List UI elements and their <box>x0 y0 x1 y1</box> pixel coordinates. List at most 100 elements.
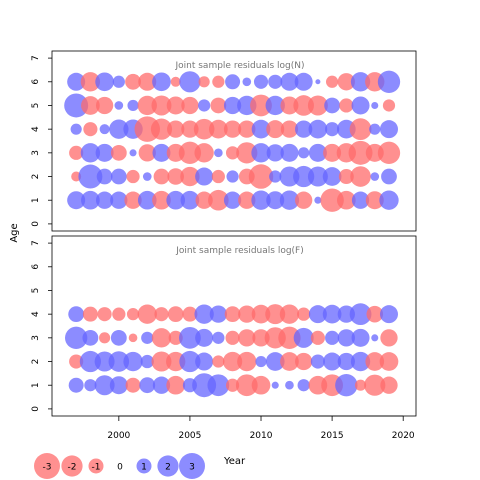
x-tick-label: 2010 <box>250 431 273 441</box>
residual-point <box>207 374 230 397</box>
legend-swatch <box>34 453 60 479</box>
residual-point <box>310 354 325 369</box>
legend-item: -3 <box>34 453 60 479</box>
legend-item: 1 <box>136 458 152 474</box>
residual-point <box>127 99 139 112</box>
residual-point <box>269 170 282 183</box>
residual-point <box>266 144 284 162</box>
residual-point <box>280 72 299 91</box>
legend-label: -1 <box>92 463 101 473</box>
x-axis: 2000 2005 2010 2015 2020 <box>107 415 415 441</box>
residual-point <box>238 305 256 323</box>
residual-point <box>251 119 271 139</box>
residual-point <box>108 351 130 372</box>
residual-point <box>151 351 172 372</box>
residual-point <box>242 77 252 87</box>
residual-point <box>271 381 279 389</box>
residual-point <box>251 304 271 324</box>
residual-point <box>110 191 128 209</box>
legend: -3 -2 -1 0 1 2 3 <box>34 453 205 479</box>
residual-point <box>154 307 169 322</box>
residual-point <box>193 118 215 140</box>
residual-point <box>381 168 397 185</box>
y-tick-label: 1 <box>31 382 41 388</box>
residual-point <box>166 96 185 115</box>
residual-point <box>110 168 127 185</box>
residual-point <box>293 95 314 116</box>
residual-point <box>223 96 242 115</box>
residual-point <box>379 352 399 371</box>
residual-point <box>151 95 172 116</box>
legend-item: 2 <box>157 455 179 477</box>
residual-point <box>285 380 294 390</box>
residual-point <box>265 304 286 325</box>
residual-point <box>371 101 379 110</box>
residual-point <box>167 168 184 185</box>
residual-point <box>110 329 127 346</box>
residual-point <box>182 306 198 322</box>
residual-point <box>308 305 327 324</box>
residual-point <box>150 118 173 140</box>
residual-point <box>350 166 371 187</box>
residual-point <box>114 101 124 110</box>
residual-point <box>96 168 113 185</box>
residual-point <box>365 352 385 371</box>
residual-point <box>297 307 311 321</box>
residual-point <box>137 304 157 324</box>
legend-label: -3 <box>43 463 52 473</box>
residual-point <box>297 379 310 392</box>
legend-swatch <box>157 455 179 477</box>
residual-point <box>265 352 285 371</box>
residual-point <box>294 72 313 91</box>
residual-point <box>255 355 267 368</box>
residual-point <box>125 377 141 393</box>
residual-point <box>225 330 240 345</box>
panel-title: Joint sample residuals log(N) <box>174 61 304 71</box>
y-tick-label: 3 <box>31 150 41 156</box>
y-tick-label: 2 <box>31 174 41 180</box>
residual-point <box>280 96 299 115</box>
residual-point <box>124 191 142 209</box>
residual-point <box>308 143 327 162</box>
residual-point <box>295 120 313 138</box>
residual-point <box>278 326 301 350</box>
y-tick-label: 5 <box>31 288 41 294</box>
residual-point <box>180 166 200 187</box>
residual-point <box>325 330 340 345</box>
residual-point <box>210 97 227 114</box>
x-tick-label: 2015 <box>321 431 344 441</box>
residual-point <box>365 191 384 210</box>
residual-point <box>351 191 370 209</box>
residual-point <box>380 329 398 347</box>
residual-point <box>314 196 322 204</box>
residual-point <box>251 143 271 163</box>
residual-point <box>248 164 274 189</box>
residual-point <box>337 352 355 371</box>
y-tick-label: 7 <box>31 55 41 61</box>
residual-point <box>109 119 129 139</box>
residual-point <box>251 375 271 395</box>
residual-point <box>198 76 210 88</box>
residual-point <box>78 164 103 189</box>
y-tick-label: 7 <box>31 240 41 246</box>
residual-point <box>79 350 101 373</box>
bubbles <box>64 303 399 398</box>
residual-point <box>298 147 310 159</box>
residual-point <box>280 120 299 138</box>
residual-point <box>268 74 283 89</box>
y-tick-label: 1 <box>31 197 41 203</box>
residual-point <box>141 331 154 344</box>
residual-point <box>382 99 396 112</box>
residual-point <box>70 123 82 135</box>
residual-point <box>212 75 225 88</box>
residual-point <box>351 328 370 347</box>
residual-point <box>110 144 127 161</box>
residual-point <box>252 329 270 347</box>
residual-point <box>166 375 186 395</box>
residual-point <box>198 99 211 112</box>
residual-point <box>280 143 299 162</box>
x-axis-label: Year <box>223 456 246 467</box>
y-tick-label: 5 <box>31 103 41 109</box>
residual-point <box>194 304 214 324</box>
